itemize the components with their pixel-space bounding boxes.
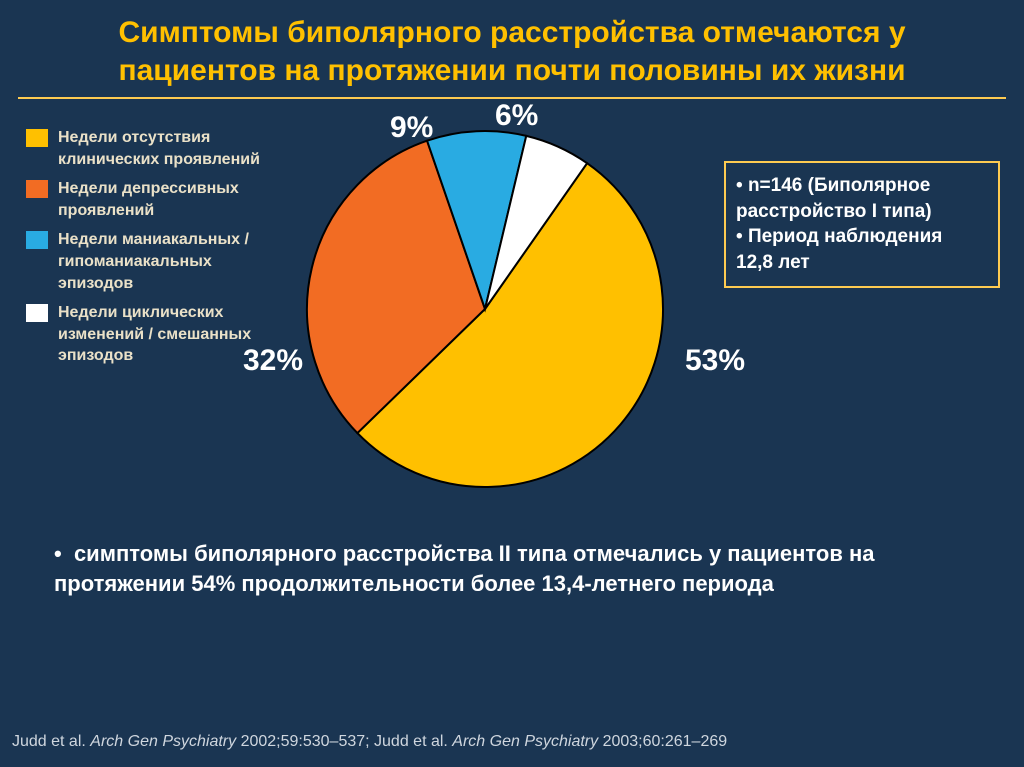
pie-chart: 53%32%9%6% <box>305 129 665 489</box>
info-box-item: Период наблюдения 12,8 лет <box>736 224 984 275</box>
legend-item: Недели отсутствия клинических проявлений <box>26 127 286 170</box>
pie-slice-label: 9% <box>390 111 433 145</box>
footnote: • симптомы биполярного расстройства II т… <box>54 539 924 598</box>
note-text: симптомы биполярного расстройства II тип… <box>54 541 874 596</box>
legend-item: Недели депрессивных проявлений <box>26 178 286 221</box>
pie-slice-label: 53% <box>685 344 745 378</box>
info-box-list: n=146 (Биполярное расстройство I типа)Пе… <box>736 173 984 276</box>
citation: Judd et al. Arch Gen Psychiatry 2002;59:… <box>12 733 1012 751</box>
content-area: Недели отсутствия клинических проявлений… <box>0 99 1024 659</box>
note-bullet: • <box>54 541 62 566</box>
legend-swatch <box>26 129 48 147</box>
pie-svg <box>305 129 665 489</box>
page-title: Симптомы биполярного расстройства отмеча… <box>0 0 1024 95</box>
citation-part: Arch Gen Psychiatry <box>452 733 602 750</box>
pie-slice-label: 6% <box>495 99 538 133</box>
info-box: n=146 (Биполярное расстройство I типа)Пе… <box>724 161 1000 288</box>
citation-part: 2003;60:261–269 <box>603 733 728 750</box>
legend-swatch <box>26 231 48 249</box>
legend: Недели отсутствия клинических проявлений… <box>26 127 286 375</box>
citation-part: Arch Gen Psychiatry <box>90 733 240 750</box>
legend-swatch <box>26 180 48 198</box>
legend-swatch <box>26 304 48 322</box>
legend-label: Недели маниакальных / гипоманиакальных э… <box>58 229 286 294</box>
legend-label: Недели отсутствия клинических проявлений <box>58 127 286 170</box>
citation-part: Judd et al. <box>12 733 90 750</box>
pie-slice-label: 32% <box>243 344 303 378</box>
info-box-item: n=146 (Биполярное расстройство I типа) <box>736 173 984 224</box>
legend-item: Недели маниакальных / гипоманиакальных э… <box>26 229 286 294</box>
legend-label: Недели депрессивных проявлений <box>58 178 286 221</box>
citation-part: 2002;59:530–537; Judd et al. <box>241 733 453 750</box>
